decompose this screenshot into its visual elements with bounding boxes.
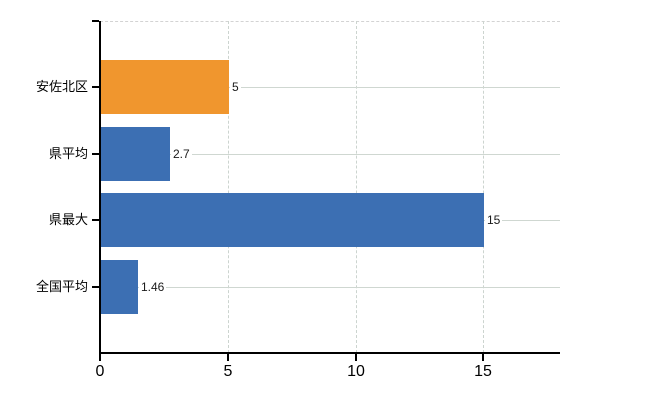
category-label: 安佐北区 xyxy=(35,79,88,94)
bar xyxy=(101,260,138,314)
y-axis-tick xyxy=(92,20,99,22)
category-label: 全国平均 xyxy=(35,279,88,294)
x-tick-label: 5 xyxy=(223,363,233,380)
vertical-gridline xyxy=(483,21,484,353)
x-axis-tick xyxy=(227,353,229,361)
category-label: 県最大 xyxy=(48,212,88,227)
vertical-gridline xyxy=(228,21,229,353)
x-tick-label: 10 xyxy=(347,363,365,380)
category-label: 県平均 xyxy=(48,146,88,161)
bar-value-label: 15 xyxy=(485,213,503,227)
x-axis-line xyxy=(99,352,560,354)
y-axis-tick xyxy=(92,86,99,88)
bar xyxy=(101,193,484,247)
y-axis-tick xyxy=(92,286,99,288)
x-tick-label: 0 xyxy=(95,363,105,380)
horizontal-gridline xyxy=(100,154,560,155)
horizontal-gridline xyxy=(100,87,560,88)
y-axis-tick xyxy=(92,153,99,155)
plot-top-border xyxy=(100,21,560,22)
bar xyxy=(101,127,170,181)
x-axis-tick xyxy=(99,353,101,361)
y-axis-tick xyxy=(92,219,99,221)
bar-value-label: 2.7 xyxy=(171,147,192,161)
x-axis-tick xyxy=(355,353,357,361)
bar-value-label: 1.46 xyxy=(139,280,167,294)
x-tick-label: 15 xyxy=(474,363,492,380)
vertical-gridline xyxy=(356,21,357,353)
horizontal-gridline xyxy=(100,287,560,288)
x-axis-tick xyxy=(482,353,484,361)
bar-value-label: 5 xyxy=(230,80,241,94)
y-axis-line xyxy=(99,21,101,354)
bar xyxy=(101,60,229,114)
